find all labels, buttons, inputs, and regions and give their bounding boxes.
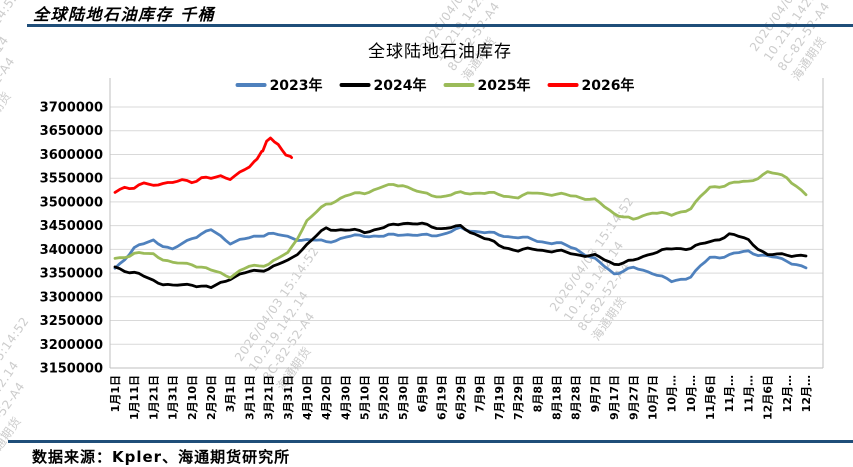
x-tick-label: 5月20日 [378,375,391,420]
x-tick-label: 6月9日 [416,375,429,412]
x-tick-label: 10月7日 [646,375,659,420]
x-tick-label: 7月19日 [493,375,506,420]
legend-label-2025: 2025年 [477,78,531,94]
y-tick-label: 3400000 [40,243,103,258]
x-tick-label: 7月29日 [512,375,525,420]
y-tick-label: 3450000 [40,219,103,234]
x-tick-label: 1月1日 [109,375,122,412]
legend-label-2026: 2026年 [581,78,635,94]
legend-label-2024: 2024年 [373,78,427,94]
x-tick-label: 3月1日 [224,375,237,412]
bottom-divider [8,440,853,443]
x-tick-label: 8月18日 [551,375,564,420]
x-tick-label: 4月30日 [339,375,352,420]
x-tick-label: 1月21日 [147,375,160,420]
x-tick-label: 9月17日 [608,375,621,420]
y-axis-labels: 3150000 3200000 3250000 3300000 3350000 34000… [40,101,103,377]
x-tick-label: 3月11日 [243,375,256,420]
y-tick-label: 3200000 [40,338,103,353]
legend-item-2025: 2025年 [443,75,531,95]
y-tick-label: 3650000 [40,124,103,139]
chart-title: 全球陆地石油库存 [368,42,512,62]
x-tick-label: 9月27日 [627,375,640,420]
chart-legend: 2023年 2024年 2025年 2026年 [235,75,634,95]
x-tick-label: 8月28日 [570,375,583,420]
x-tick-label: 11月… [742,375,755,412]
series-line-2025年 [113,170,808,280]
legend-swatch-2026 [547,83,579,87]
x-tick-label: 12月6日 [762,375,775,420]
y-tick-label: 3700000 [40,101,103,116]
page-title: 全球陆地石油库存 千桶 [33,5,216,24]
x-tick-label: 11月6日 [704,375,717,420]
x-tick-label: 2月20日 [205,375,218,420]
x-tick-label: 4月10日 [301,375,314,420]
x-tick-label: 8月8日 [531,375,544,412]
x-tick-label: 10月… [685,375,698,412]
legend-label-2023: 2023年 [269,78,323,94]
x-tick-label: 6月29日 [455,375,468,420]
x-tick-label: 12月… [800,375,813,412]
legend-swatch-2025 [443,83,475,87]
top-divider [27,24,853,27]
x-tick-label: 10月… [666,375,679,412]
legend-item-2026: 2026年 [547,75,634,95]
data-source: 数据来源：Kpler、海通期货研究所 [32,448,291,466]
x-axis-labels: 1月1日 1月11日 1月21日 1月31日 2月10日 2月20日 3月1日 3月11日 3月… [109,375,813,420]
x-tick-label: 12月… [781,375,794,412]
y-tick-label: 3300000 [40,290,103,305]
x-tick-label: 9月7日 [589,375,602,412]
y-tick-label: 3550000 [40,172,103,187]
gridlines [110,106,823,369]
series-line-2026年 [113,136,293,194]
y-tick-label: 3600000 [40,148,103,163]
x-tick-label: 3月21日 [263,375,276,420]
series-line-2023年 [113,225,808,284]
y-tick-label: 3150000 [40,362,103,377]
series-lines [113,136,808,289]
plot-border [109,78,824,369]
x-tick-label: 1月11日 [128,375,141,420]
x-tick-label: 6月19日 [435,375,448,420]
y-tick-label: 3250000 [40,314,103,329]
x-tick-label: 7月9日 [474,375,487,412]
x-tick-label: 5月10日 [359,375,372,420]
legend-swatch-2024 [339,83,371,87]
y-tick-label: 3500000 [40,195,103,210]
x-tick-label: 4月20日 [320,375,333,420]
legend-item-2023: 2023年 [235,75,323,95]
x-tick-label: 11月… [723,375,736,412]
legend-item-2024: 2024年 [339,75,427,95]
x-tick-label: 5月30日 [397,375,410,420]
x-tick-label: 1月31日 [167,375,180,420]
y-tick-label: 3350000 [40,267,103,282]
x-tick-label: 2月10日 [186,375,199,420]
legend-swatch-2023 [235,83,267,87]
x-tick-label: 3月31日 [282,375,295,420]
series-line-2024年 [113,221,808,289]
